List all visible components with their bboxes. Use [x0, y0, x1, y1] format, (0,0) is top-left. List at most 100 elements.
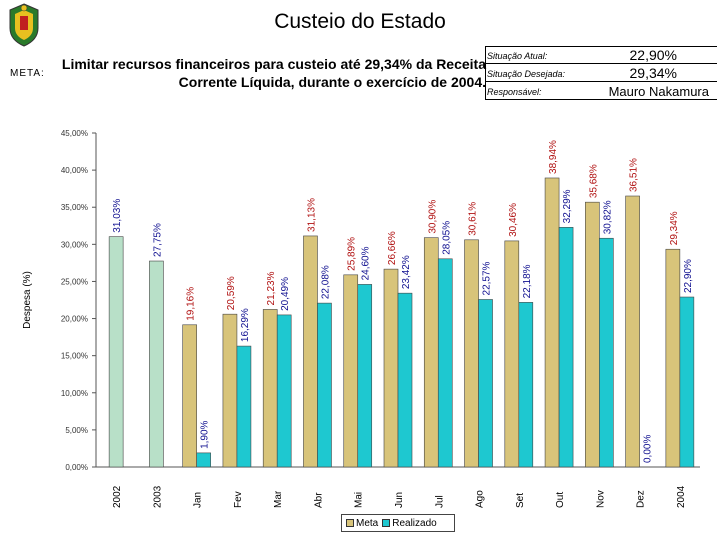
bar-realizado [357, 284, 373, 468]
data-label-realizado: 22,08% [320, 265, 331, 299]
legend-label-meta: Meta [356, 517, 379, 529]
y-tick-label: 0,00% [65, 463, 88, 472]
y-tick-label: 40,00% [61, 166, 88, 175]
bar-realizado [679, 296, 695, 468]
status-current-row: Situação Atual: 22,90% [485, 46, 717, 64]
data-label-realizado: 32,29% [562, 189, 573, 223]
bar-realizado [196, 452, 211, 468]
data-label-realizado: 22,90% [683, 259, 694, 293]
bar-realizado [478, 299, 493, 468]
y-tick-label: 45,00% [61, 129, 88, 138]
y-tick-label: 35,00% [61, 203, 88, 212]
data-label-meta: 35,68% [588, 164, 599, 198]
goal-line-1: Limitar recursos financeiros para custei… [61, 56, 486, 72]
data-label-realizado: 1,90% [200, 420, 211, 448]
data-label-meta: 30,90% [427, 200, 438, 234]
x-tick-label: Jun [394, 492, 405, 508]
x-tick-label: Mar [273, 490, 284, 508]
data-label-realizado: 30,82% [602, 200, 613, 234]
goal-description: Limitar recursos financeiros para custei… [50, 55, 486, 91]
data-label-meta: 30,46% [508, 203, 519, 237]
bar-realizado [276, 314, 292, 468]
status-current-label: Situação Atual: [487, 51, 548, 61]
x-tick-label: Ago [475, 490, 486, 508]
bar-meta [585, 201, 600, 468]
data-label-meta: 31,13% [306, 198, 317, 232]
status-target-label: Situação Desejada: [487, 69, 566, 79]
bar-realizado [397, 292, 413, 468]
legend-swatch-meta [346, 519, 354, 527]
bar-meta [182, 324, 197, 468]
data-label-meta: 38,94% [548, 140, 559, 174]
x-tick-label: Dez [636, 490, 647, 508]
bar-meta [464, 239, 479, 468]
bar-meta [665, 248, 681, 468]
goal-line-2: Corrente Líquida, durante o exercício de… [178, 74, 486, 90]
x-tick-label: 2002 [112, 485, 123, 508]
page-title: Custeio do Estado [274, 10, 446, 33]
x-tick-label: Set [515, 493, 526, 508]
bar-meta [625, 195, 640, 468]
data-label-realizado: 24,60% [361, 246, 372, 280]
data-label-meta: 30,61% [468, 202, 479, 236]
data-label-realizado: 31,03% [112, 199, 123, 233]
data-label-realizado: 23,42% [401, 255, 412, 289]
data-label-meta: 36,51% [629, 158, 640, 192]
data-label-realizado: 22,57% [482, 261, 493, 295]
bar-meta [343, 274, 359, 468]
x-tick-label: Abr [313, 492, 324, 508]
status-current-value: 22,90% [629, 47, 677, 63]
status-box: Situação Atual: 22,90% Situação Desejada… [485, 46, 717, 100]
meta-label: META: [10, 68, 45, 79]
x-tick-label: Mai [354, 492, 365, 508]
data-label-realizado: 22,18% [522, 264, 533, 298]
y-tick-label: 10,00% [61, 389, 88, 398]
legend-swatch-realizado [382, 519, 391, 527]
data-label-meta: 25,89% [347, 237, 358, 271]
bar-realizado [149, 260, 164, 468]
data-label-meta: 19,16% [186, 287, 197, 321]
x-tick-label: Out [555, 492, 566, 508]
bar-realizado [599, 237, 614, 468]
chart-legend: Meta Realizado [341, 514, 455, 532]
bar-realizado [437, 258, 453, 468]
data-label-realizado: 20,49% [280, 277, 291, 311]
data-label-meta: 29,34% [669, 211, 680, 245]
x-tick-label: Fev [233, 491, 244, 508]
data-label-realizado: 0,00% [643, 435, 654, 463]
x-tick-label: Jul [434, 495, 445, 508]
x-tick-label: Jan [193, 492, 204, 508]
bar-meta [303, 235, 318, 468]
status-target-row: Situação Desejada: 29,34% [485, 64, 717, 82]
y-tick-label: 30,00% [61, 240, 88, 249]
data-label-realizado: 28,05% [441, 221, 452, 255]
y-tick-label: 20,00% [61, 315, 88, 324]
bar-realizado [558, 227, 574, 468]
bar-meta [504, 240, 520, 468]
data-label-meta: 20,59% [226, 276, 237, 310]
bar-meta [383, 268, 399, 468]
data-label-realizado: 27,75% [152, 223, 163, 257]
legend-item-meta: Meta [346, 518, 378, 529]
y-tick-label: 15,00% [61, 352, 88, 361]
bar-realizado [317, 302, 332, 468]
bar-realizado [236, 345, 252, 468]
x-tick-label: 2004 [676, 485, 687, 508]
x-tick-label: Nov [595, 490, 606, 508]
bar-meta [544, 177, 560, 468]
status-responsible-value: Mauro Nakamura [608, 84, 709, 99]
status-target-value: 29,34% [629, 65, 677, 81]
bar-meta [222, 313, 238, 468]
data-label-meta: 21,23% [266, 271, 277, 305]
bar-realizado [518, 302, 534, 468]
x-tick-label: 2003 [152, 485, 163, 508]
bar-realizado [108, 236, 124, 468]
bar-meta [262, 309, 278, 468]
y-tick-label: 25,00% [61, 277, 88, 286]
status-responsible-row: Responsável: Mauro Nakamura [485, 82, 717, 100]
state-emblem [9, 3, 39, 47]
legend-item-realizado: Realizado [382, 517, 437, 529]
legend-label-realizado: Realizado [392, 517, 437, 529]
status-responsible-label: Responsável: [487, 87, 542, 97]
